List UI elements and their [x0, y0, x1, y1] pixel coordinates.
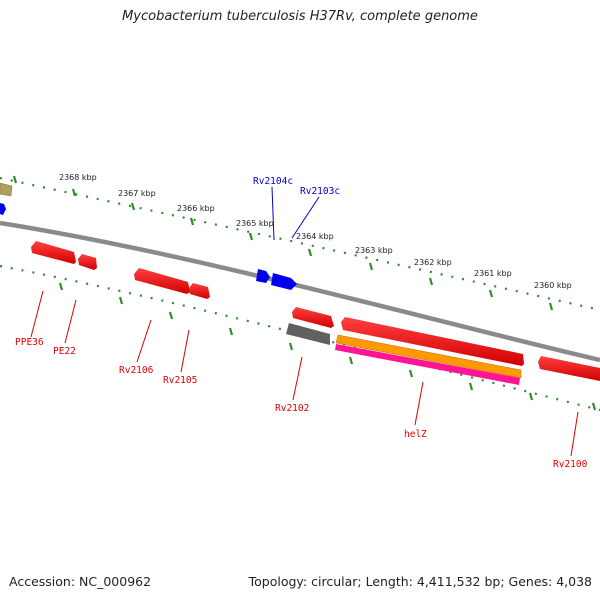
- scale-tick: [228, 327, 234, 336]
- gene-rv2100[interactable]: [538, 356, 600, 381]
- scale-tick: [468, 382, 474, 391]
- scale-tick: [548, 302, 554, 311]
- label-leaders: [30, 186, 579, 457]
- leader-rv2106: [136, 319, 152, 363]
- leader-rv2104c: [271, 186, 275, 241]
- scale-label: 2368 kbp: [59, 173, 97, 182]
- gene-label[interactable]: Rv2100: [553, 459, 588, 470]
- gene-helz-magenta[interactable]: [335, 344, 520, 385]
- gene-label[interactable]: Rv2106: [119, 365, 154, 376]
- scale-label: 2362 kbp: [414, 258, 452, 267]
- leader-rv2102: [292, 356, 303, 401]
- gene-label[interactable]: Rv2105: [163, 375, 197, 386]
- gene-feature-blue[interactable]: [0, 203, 6, 215]
- gene-rv2105[interactable]: [189, 283, 210, 299]
- scale-tick: [189, 217, 195, 226]
- scale-tick: [58, 282, 64, 291]
- scale-label: 2365 kbp: [236, 219, 274, 228]
- genome-backbone: [0, 220, 600, 363]
- scale-tick: [71, 188, 77, 197]
- scale-tick: [288, 342, 294, 351]
- scale-tick: [348, 356, 354, 365]
- outer-scale-ring: [0, 175, 600, 312]
- scale-label: 2367 kbp: [118, 189, 156, 198]
- scale-tick: [368, 262, 374, 271]
- scale-tick: [118, 296, 124, 305]
- gene-rv2103c[interactable]: [271, 273, 297, 290]
- scale-tick: [130, 202, 136, 211]
- reverse-genes: [31, 241, 600, 385]
- genome-summary-text: Topology: circular; Length: 4,411,532 bp…: [248, 574, 592, 589]
- accession-text: Accession: NC_000962: [9, 574, 152, 589]
- gene-label[interactable]: helZ: [404, 429, 427, 440]
- leader-rv2100: [570, 411, 579, 457]
- leader-rv2103c: [291, 196, 320, 239]
- gene-helz-red[interactable]: [341, 317, 524, 366]
- gene-label[interactable]: Rv2102: [275, 403, 309, 414]
- gene-label[interactable]: PPE36: [15, 337, 44, 348]
- gene-labels: Rv2104c Rv2103c PPE36 PE22 Rv2106 Rv2105…: [15, 176, 588, 470]
- scale-tick: [248, 232, 254, 241]
- gene-label[interactable]: Rv2103c: [300, 186, 340, 197]
- inner-scale-ring: [0, 264, 600, 412]
- scale-label: 2360 kbp: [534, 281, 572, 290]
- scale-tick: [12, 175, 18, 184]
- leader-ppe36: [30, 290, 44, 338]
- scale-tick: [168, 311, 174, 320]
- gene-rv2104c[interactable]: [256, 269, 270, 283]
- leader-rv2105: [180, 329, 190, 373]
- forward-genes: [0, 182, 297, 290]
- gene-pe22[interactable]: [78, 254, 97, 270]
- scale-labels: 2368 kbp 2367 kbp 2366 kbp 2365 kbp 2364…: [59, 173, 572, 290]
- gene-helz[interactable]: [335, 334, 522, 379]
- scale-tick: [528, 392, 534, 401]
- scale-label: 2363 kbp: [355, 246, 393, 255]
- gene-rv2106[interactable]: [134, 268, 190, 294]
- scale-label: 2364 kbp: [296, 232, 334, 241]
- leader-pe22: [64, 299, 77, 344]
- gene-rv2102-upper[interactable]: [292, 307, 334, 328]
- gene-feature-tan[interactable]: [0, 182, 13, 197]
- scale-tick: [488, 289, 494, 298]
- gene-label[interactable]: Rv2104c: [253, 176, 293, 187]
- scale-label: 2361 kbp: [474, 269, 512, 278]
- scale-tick: [307, 248, 313, 257]
- scale-label: 2366 kbp: [177, 204, 215, 213]
- leader-helz: [414, 381, 424, 426]
- map-title: Mycobacterium tuberculosis H37Rv, comple…: [122, 9, 478, 24]
- scale-tick: [408, 369, 414, 378]
- gene-ppe36[interactable]: [31, 241, 76, 264]
- scale-tick: [428, 277, 434, 286]
- scale-tick: [591, 402, 597, 411]
- gene-rv2102[interactable]: [286, 323, 330, 345]
- gene-label[interactable]: PE22: [53, 346, 76, 357]
